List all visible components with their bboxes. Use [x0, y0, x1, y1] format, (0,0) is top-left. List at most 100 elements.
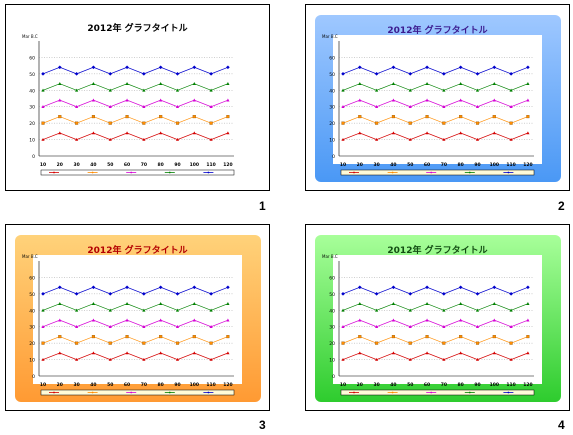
series-line — [342, 66, 529, 75]
data-point — [509, 88, 513, 92]
x-tick-label: 120 — [523, 162, 532, 168]
data-point — [125, 82, 129, 86]
data-point — [408, 341, 412, 345]
data-point — [74, 72, 79, 76]
slide-thumbnail-3[interactable]: 2012年 グラフタイトル Mar B.C 0 10 20 30 40 50 60 10 20 30… — [5, 224, 270, 411]
series-line — [342, 319, 529, 328]
y-tick-label: 30 — [29, 325, 35, 331]
data-point — [175, 137, 180, 141]
y-tick-label: 30 — [329, 105, 335, 111]
data-point — [509, 341, 513, 345]
data-point — [408, 357, 412, 361]
data-point — [341, 308, 345, 312]
series-line — [42, 83, 229, 91]
data-point — [442, 137, 446, 141]
data-point — [41, 72, 45, 76]
data-point — [226, 65, 230, 70]
legend-marker — [91, 391, 94, 394]
y-tick-label: 30 — [329, 325, 335, 331]
data-point — [375, 121, 379, 125]
series-line — [42, 66, 229, 75]
data-point — [175, 72, 180, 76]
data-point — [375, 308, 379, 312]
data-point — [192, 302, 196, 306]
data-point — [41, 88, 45, 92]
y-axis-label: Mar B.C — [22, 34, 38, 39]
data-point — [142, 308, 146, 312]
slide-thumbnail-4[interactable]: 2012年 グラフタイトル Mar B.C 0 10 20 30 40 50 60 10 20 30… — [305, 224, 570, 411]
x-tick-label: 110 — [206, 382, 215, 388]
data-point — [408, 105, 412, 109]
data-point — [175, 292, 180, 296]
data-point — [192, 285, 197, 290]
x-tick-label: 30 — [373, 382, 379, 388]
data-point — [108, 121, 112, 125]
data-point — [509, 292, 513, 296]
data-point — [91, 351, 96, 355]
series-line — [42, 286, 229, 295]
data-point — [75, 137, 79, 141]
x-tick-label: 30 — [73, 162, 79, 168]
x-tick-label: 40 — [390, 382, 396, 388]
plot-area — [33, 35, 242, 164]
x-tick-label: 120 — [223, 162, 232, 168]
x-tick-label: 100 — [190, 382, 199, 388]
data-point — [341, 137, 345, 141]
data-point — [91, 65, 96, 70]
data-point — [341, 292, 345, 296]
data-point — [459, 131, 463, 135]
data-point — [58, 335, 62, 339]
data-point — [526, 115, 530, 119]
y-tick-label: 60 — [29, 55, 35, 61]
legend-marker — [91, 171, 94, 174]
data-point — [142, 88, 146, 92]
data-point — [375, 325, 379, 329]
data-point — [159, 98, 163, 102]
data-point — [459, 302, 463, 306]
line-chart: Mar B.C 0 10 20 30 40 50 60 10 20 30 40 50 60 70 80 90 10… — [322, 34, 542, 176]
data-point — [358, 115, 362, 119]
data-point — [526, 98, 530, 102]
data-point — [91, 98, 96, 102]
data-point — [475, 292, 480, 296]
data-point — [509, 357, 513, 361]
series-line — [42, 352, 229, 360]
data-point — [492, 302, 496, 306]
data-point — [526, 318, 530, 322]
data-point — [341, 357, 345, 361]
data-point — [75, 88, 79, 92]
x-tick-label: 100 — [190, 162, 199, 168]
legend-marker — [353, 171, 355, 174]
data-point — [158, 65, 163, 70]
legend-marker — [391, 171, 394, 174]
data-point — [375, 357, 379, 361]
data-point — [192, 82, 196, 86]
data-point — [75, 308, 79, 312]
data-point — [159, 318, 163, 322]
data-point — [125, 65, 129, 70]
slide-thumbnail-1[interactable]: 2012年 グラフタイトル Mar B.C 0 10 20 30 40 50 60 10 20 30… — [5, 4, 270, 191]
data-point — [142, 357, 146, 361]
data-point — [58, 318, 62, 322]
x-tick-label: 40 — [90, 162, 96, 168]
x-tick-label: 60 — [124, 382, 130, 388]
x-tick-label: 10 — [340, 162, 346, 168]
series-line — [342, 83, 529, 91]
data-point — [442, 72, 446, 76]
data-point — [425, 65, 429, 70]
legend-marker — [507, 171, 510, 174]
y-tick-label: 20 — [29, 121, 35, 127]
data-point — [209, 105, 213, 109]
x-tick-label: 10 — [40, 382, 46, 388]
data-point — [425, 335, 429, 339]
data-point — [91, 82, 96, 86]
data-point — [74, 292, 79, 296]
data-point — [108, 292, 113, 296]
data-point — [192, 335, 196, 339]
slide-thumbnail-2[interactable]: 2012年 グラフタイトル Mar B.C 0 10 20 30 40 50 60 10 20 30… — [305, 4, 570, 191]
data-point — [58, 131, 62, 135]
legend-marker — [430, 391, 433, 394]
data-point — [159, 115, 163, 119]
series-line — [42, 319, 229, 328]
data-point — [458, 285, 463, 290]
